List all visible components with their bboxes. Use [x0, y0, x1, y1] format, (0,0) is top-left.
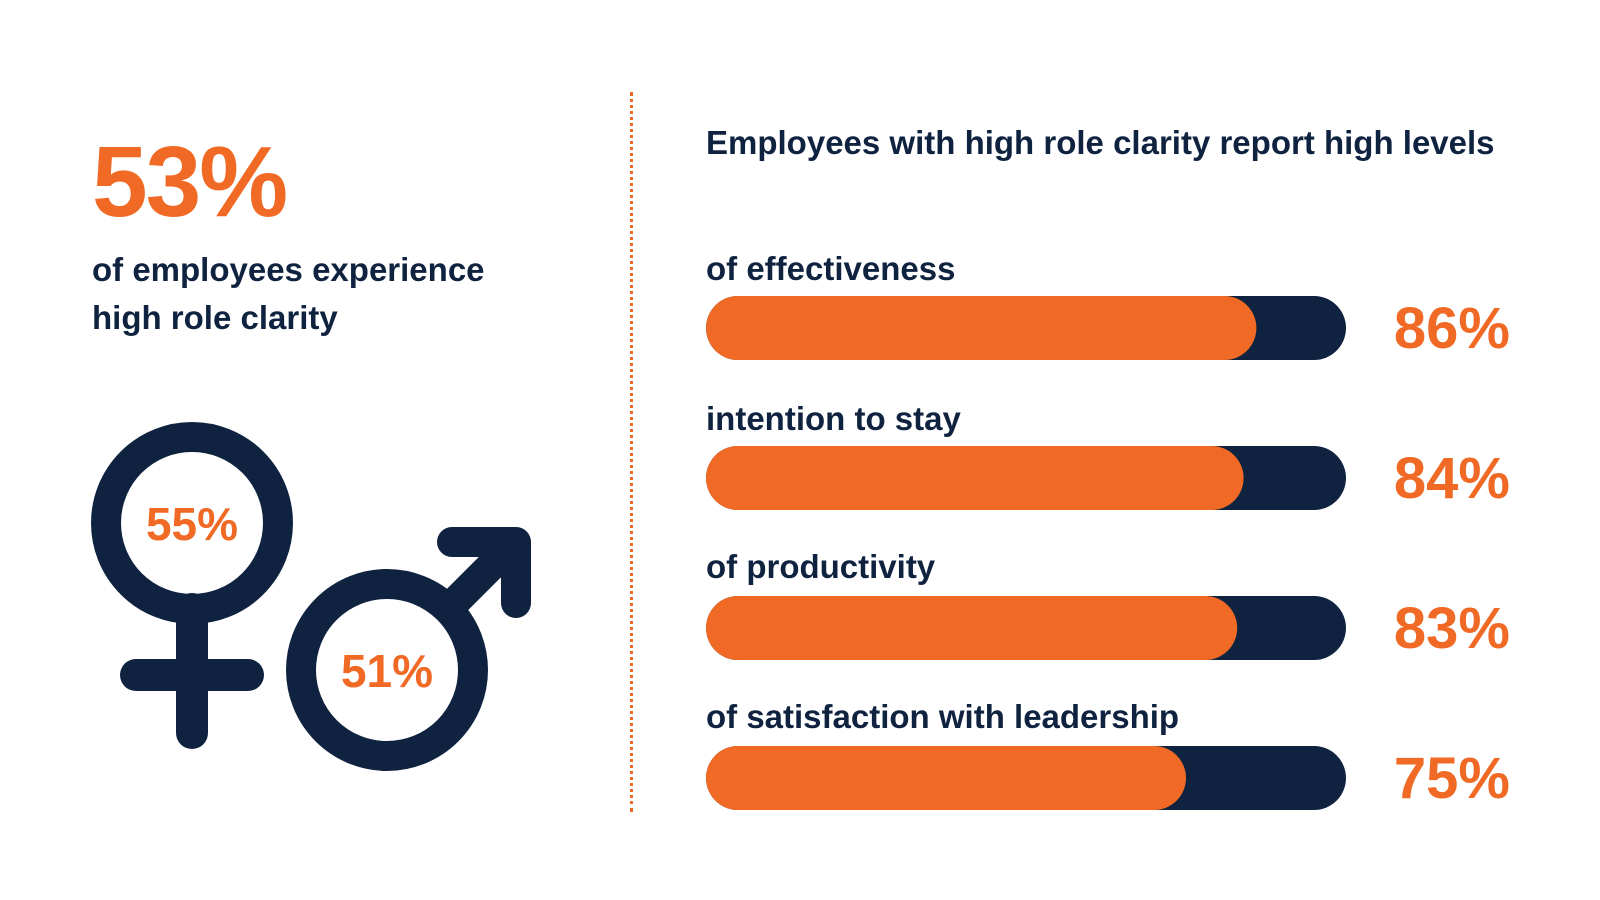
- dotted-divider: [630, 92, 633, 812]
- female-value: 55%: [146, 498, 238, 550]
- value-label: 83%: [1394, 596, 1510, 661]
- gender-icons: 55% 51%: [91, 422, 531, 771]
- bar-group: intention to stay 84%: [706, 400, 1510, 511]
- bar-fill: [706, 596, 1238, 660]
- chart-title: Employees with high role clarity report …: [706, 124, 1495, 161]
- male-symbol-icon: [286, 527, 531, 771]
- headline-description: of employees experience high role clarit…: [92, 251, 485, 336]
- value-label: 86%: [1394, 296, 1510, 361]
- headline-stat: 53%: [92, 126, 288, 238]
- bar-group: of effectiveness 86%: [706, 250, 1510, 361]
- category-label: of satisfaction with leadership: [706, 698, 1179, 735]
- category-label: of productivity: [706, 548, 936, 585]
- female-symbol-icon: [91, 422, 293, 749]
- bar-group: of productivity 83%: [706, 548, 1510, 661]
- bar-fill: [706, 296, 1257, 360]
- bar-fill: [706, 446, 1244, 510]
- category-label: of effectiveness: [706, 250, 955, 287]
- bar-fill: [706, 746, 1186, 810]
- value-label: 84%: [1394, 446, 1510, 511]
- bar-group: of satisfaction with leadership 75%: [706, 698, 1510, 811]
- male-value: 51%: [341, 645, 433, 697]
- value-label: 75%: [1394, 746, 1510, 811]
- category-label: intention to stay: [706, 400, 961, 437]
